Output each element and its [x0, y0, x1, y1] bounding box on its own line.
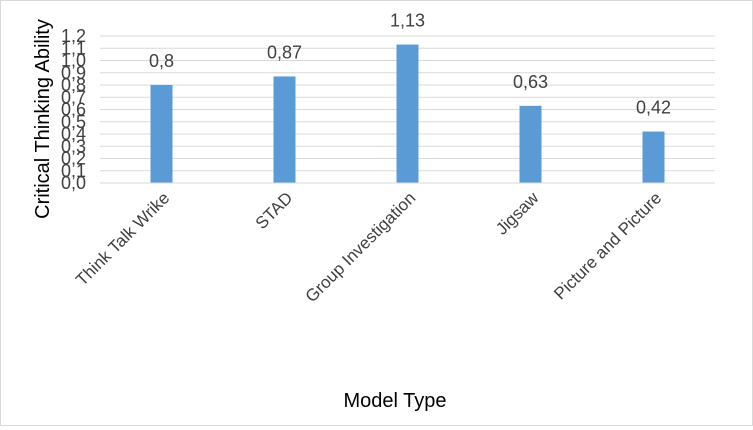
- x-category-label: STAD: [252, 188, 297, 233]
- bar: [273, 76, 296, 183]
- y-axis-title: Critical Thinking Ability: [32, 19, 54, 219]
- x-category-label: Jigsaw: [492, 188, 543, 239]
- y-tick-label: 1,2: [61, 26, 86, 46]
- bars: [150, 44, 665, 184]
- x-axis-title: Model Type: [343, 390, 446, 412]
- data-label: 1,13: [390, 11, 425, 31]
- y-tick-label: 0,6: [61, 100, 86, 120]
- data-label: 0,87: [267, 42, 302, 62]
- y-tick-label: 1,1: [61, 38, 86, 58]
- bar: [519, 105, 542, 183]
- data-labels: 0,8 0,87 1,13 0,63 0,42: [149, 11, 671, 118]
- bar: [642, 131, 665, 183]
- y-tick-label: 0,9: [61, 63, 86, 83]
- y-tick-label: 0,3: [61, 136, 86, 156]
- y-tick-label: 0,0: [61, 173, 86, 193]
- y-tick-label: 0,7: [61, 87, 86, 107]
- x-category-label: Picture and Picture: [550, 188, 665, 303]
- x-category-label: Think Talk Wrike: [72, 188, 173, 289]
- y-tick-label: 0,1: [61, 161, 86, 181]
- data-label: 0,42: [636, 98, 671, 118]
- data-label: 0,8: [149, 51, 174, 71]
- y-tick-label: 0,5: [61, 112, 86, 132]
- y-tick-label: 1,0: [61, 51, 86, 71]
- x-axis-labels: Think Talk Wrike STAD Group Investigation J…: [72, 188, 665, 306]
- data-label: 0,63: [513, 72, 548, 92]
- y-tick-label: 0,8: [61, 75, 86, 95]
- y-axis-ticks: 0,00,10,20,30,40,50,60,70,80,91,01,11,2: [61, 26, 86, 193]
- x-category-label: Group Investigation: [302, 188, 420, 306]
- bar: [150, 85, 173, 183]
- y-tick-label: 0,4: [61, 124, 86, 144]
- bar: [396, 44, 419, 184]
- y-tick-label: 0,2: [61, 149, 86, 169]
